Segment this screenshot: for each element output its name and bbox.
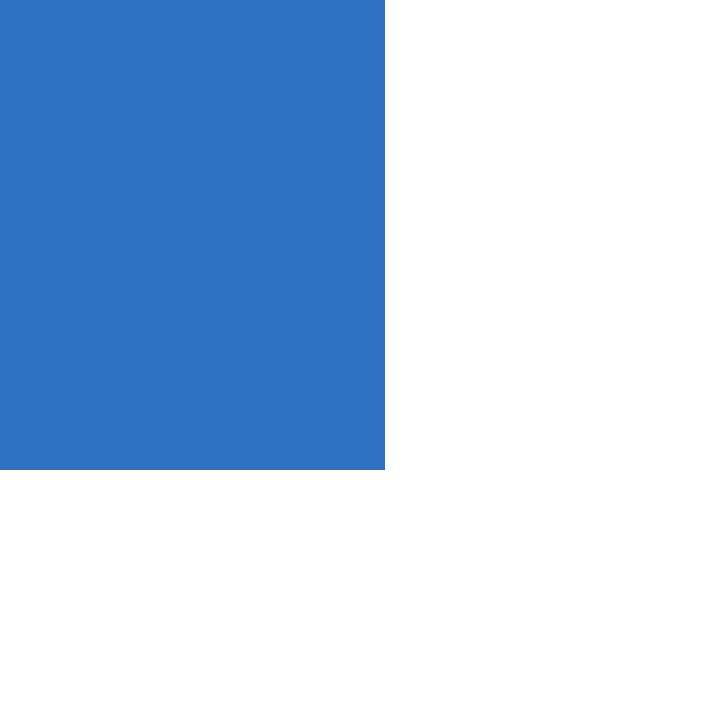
- blank-region-bottom: [0, 470, 722, 722]
- blue-rectangle: [0, 0, 385, 470]
- blank-region-right: [385, 0, 722, 470]
